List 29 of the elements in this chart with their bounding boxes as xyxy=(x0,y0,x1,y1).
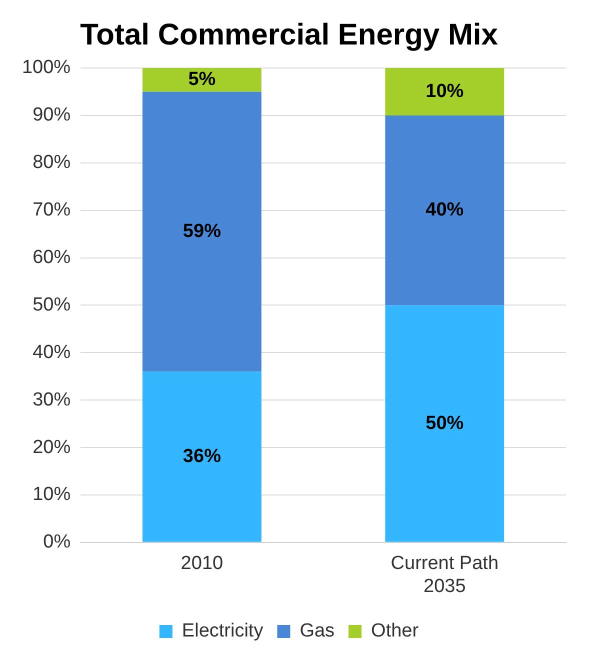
y-tick-label: 0% xyxy=(43,532,71,553)
x-tick-label: 2010 xyxy=(180,553,224,574)
y-tick-label: 60% xyxy=(32,246,71,268)
bar xyxy=(142,92,262,372)
legend-label: Electricity xyxy=(182,620,264,642)
y-tick-label: 20% xyxy=(32,436,71,458)
y-tick-label: 70% xyxy=(32,200,71,221)
y-tick-label: 30% xyxy=(32,389,71,410)
legend-label: Gas xyxy=(300,620,335,642)
bar xyxy=(142,68,262,92)
y-tick-label: 40% xyxy=(32,342,71,363)
y-tick-label: 80% xyxy=(32,152,71,174)
y-tick-label: 100% xyxy=(22,57,71,78)
x-tick-label: Current Path 2035 xyxy=(390,553,499,597)
bar xyxy=(385,305,504,542)
y-tick-label: 50% xyxy=(32,294,71,316)
bar xyxy=(385,115,504,306)
text: 5% xyxy=(188,69,216,90)
bar xyxy=(142,372,262,542)
y-tick-label: 10% xyxy=(32,484,71,506)
text: 40% xyxy=(426,200,464,221)
text: 36% xyxy=(182,446,221,467)
bar xyxy=(385,68,504,116)
text: 50% xyxy=(426,412,464,434)
y-tick-label: 90% xyxy=(32,104,71,126)
text: 59% xyxy=(182,220,221,242)
text: 10% xyxy=(426,80,464,102)
chart-title: Total Commercial Energy Mix xyxy=(80,18,498,52)
legend-label: Other xyxy=(371,620,420,642)
